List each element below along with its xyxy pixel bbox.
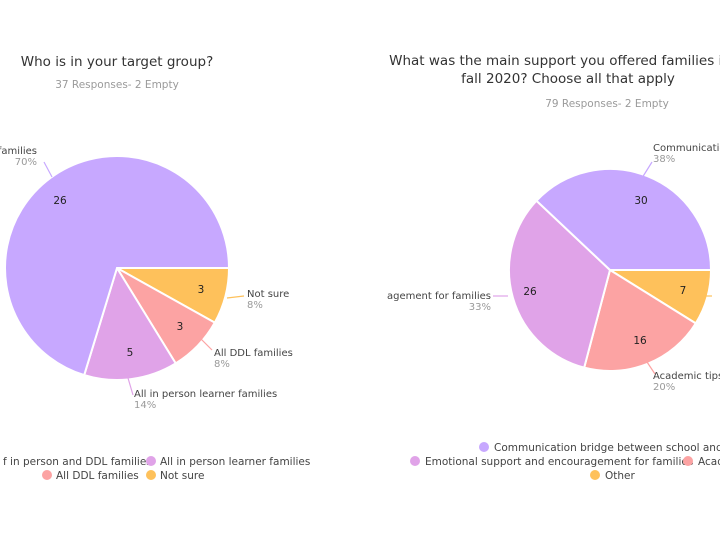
pie-slice xyxy=(535,167,713,271)
slice-name-label: families xyxy=(0,146,37,157)
slice-value-label: 26 xyxy=(53,195,67,207)
chart2-responses: 79 Responses- 2 Empty xyxy=(545,98,669,110)
legend-swatch xyxy=(590,470,600,480)
legend-item: Emotional support and encouragement for … xyxy=(425,456,693,468)
legend-item: Acad xyxy=(698,456,720,468)
slice-value-label: 5 xyxy=(127,347,134,359)
legend-item: f in person and DDL families xyxy=(3,456,152,468)
legend-swatch xyxy=(410,456,420,466)
slice-value-label: 26 xyxy=(523,286,537,298)
slice-percent-label: 38% xyxy=(653,154,675,165)
slice-percent-label: 8% xyxy=(247,300,263,311)
slice-percent-label: 70% xyxy=(15,157,37,168)
leader-line xyxy=(43,161,53,178)
legend-swatch xyxy=(479,442,489,452)
chart2-title-line2: fall 2020? Choose all that apply xyxy=(461,71,675,87)
slice-name-label: All in person learner families xyxy=(134,389,277,400)
leader-line xyxy=(197,335,213,351)
slice-name-label: Academic tips xyxy=(653,371,720,382)
pie-slice xyxy=(82,265,178,381)
legend-item: Not sure xyxy=(160,470,204,482)
leader-line xyxy=(646,361,656,375)
legend-item: All in person learner families xyxy=(160,456,310,468)
pie-slice xyxy=(508,199,612,369)
pie-slice xyxy=(582,268,698,372)
slice-percent-label: 14% xyxy=(134,400,156,411)
slice-percent-label: 20% xyxy=(653,382,675,393)
slice-percent-label: 33% xyxy=(469,302,491,313)
chart1-responses: 37 Responses- 2 Empty xyxy=(55,79,179,91)
chart1-legend: f in person and DDL families All in pers… xyxy=(3,456,310,482)
legend-swatch xyxy=(683,456,693,466)
slice-value-label: 30 xyxy=(634,195,647,207)
slice-name-label: Not sure xyxy=(247,289,289,300)
chart2-title-line1: What was the main support you offered fa… xyxy=(389,53,720,69)
slice-value-label: 7 xyxy=(680,285,687,297)
pie-slice xyxy=(4,155,231,377)
legend-item: Other xyxy=(605,470,635,482)
legend-swatch xyxy=(146,470,156,480)
legend-swatch xyxy=(42,470,52,480)
legend-swatch xyxy=(146,456,156,466)
leader-line xyxy=(641,161,653,179)
chart1-title: Who is in your target group? xyxy=(21,54,214,70)
slice-name-label: agement for families xyxy=(387,291,491,302)
slice-name-label: Communicatio xyxy=(653,143,720,154)
legend-item: Communication bridge between school and … xyxy=(494,442,720,454)
legend-item: All DDL families xyxy=(56,470,139,482)
chart2-legend: Communication bridge between school and … xyxy=(410,442,720,482)
slice-value-label: 3 xyxy=(177,321,184,333)
slice-percent-label: 8% xyxy=(214,359,230,370)
slice-name-label: All DDL families xyxy=(214,348,293,359)
slice-value-label: 16 xyxy=(633,335,647,347)
leader-line xyxy=(127,377,134,396)
leader-line xyxy=(226,295,245,299)
slice-value-label: 3 xyxy=(198,284,205,296)
